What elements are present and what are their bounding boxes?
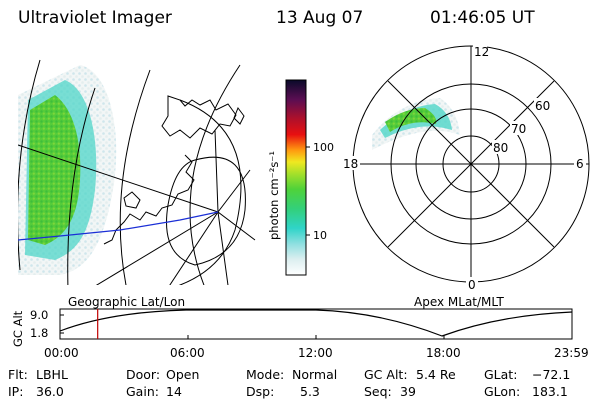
colorbar-gradient (285, 79, 307, 276)
auroral-glow-green (28, 95, 81, 245)
gain-value: 14 (166, 384, 182, 399)
observation-time: 01:46:05 UT (430, 8, 535, 28)
observation-date: 13 Aug 07 (276, 8, 364, 28)
timeline-xtick-1200: 12:00 (298, 346, 333, 360)
mlt-0-label: 0 (468, 278, 476, 292)
timeline-xtick-1800: 18:00 (426, 346, 461, 360)
dsp-value: 5.3 (300, 384, 320, 399)
mlt-18-label: 18 (343, 157, 358, 171)
colorbar-tick-10: 10 (313, 229, 327, 242)
glon-value: 183.1 (532, 384, 568, 399)
seq-value: 39 (400, 384, 416, 399)
door-label: Door: (126, 367, 161, 382)
mlat-60-label: 60 (535, 99, 550, 113)
gain-label: Gain: (126, 384, 159, 399)
mode-value: Normal (292, 367, 338, 382)
mlt-12-label: 12 (474, 45, 489, 59)
timeline-xtick-0600: 06:00 (170, 346, 205, 360)
polar-oval-green (385, 108, 437, 132)
filter-value: LBHL (36, 367, 68, 382)
glat-label: GLat: (484, 367, 518, 382)
colorbar-unit-label: photon cm⁻²s⁻¹ (267, 151, 281, 240)
glat-value: −72.1 (532, 367, 571, 382)
map-caption: Geographic Lat/Lon (68, 295, 186, 309)
gc-alt-value: 5.4 Re (416, 367, 456, 382)
glon-label: GLon: (484, 384, 521, 399)
timeline-xtick-2359: 23:59 (554, 346, 589, 360)
timeline-ytick-bottom: 1.8 (30, 326, 48, 340)
mlat-80-label: 80 (493, 141, 508, 155)
gc-alt-label: GC Alt: (364, 367, 408, 382)
mode-label: Mode: (246, 367, 285, 382)
ip-label: IP: (8, 384, 24, 399)
seq-label: Seq: (364, 384, 392, 399)
filter-label: Flt: (8, 367, 28, 382)
timeline-ylabel: GC Alt (11, 310, 25, 347)
mlt-6-label: 6 (576, 157, 584, 171)
colorbar-tick-100: 100 (313, 141, 334, 154)
orbit-track (18, 211, 219, 241)
instrument-title: Ultraviolet Imager (18, 8, 172, 28)
door-value: Open (166, 367, 200, 382)
timeline-ytick-top: 9.0 (30, 308, 48, 322)
ip-value: 36.0 (36, 384, 64, 399)
timeline-xtick-0000: 00:00 (44, 346, 79, 360)
altitude-curve (59, 309, 573, 337)
polar-caption: Apex MLat/MLT (414, 295, 504, 309)
mlat-70-label: 70 (511, 122, 526, 136)
dsp-label: Dsp: (246, 384, 275, 399)
